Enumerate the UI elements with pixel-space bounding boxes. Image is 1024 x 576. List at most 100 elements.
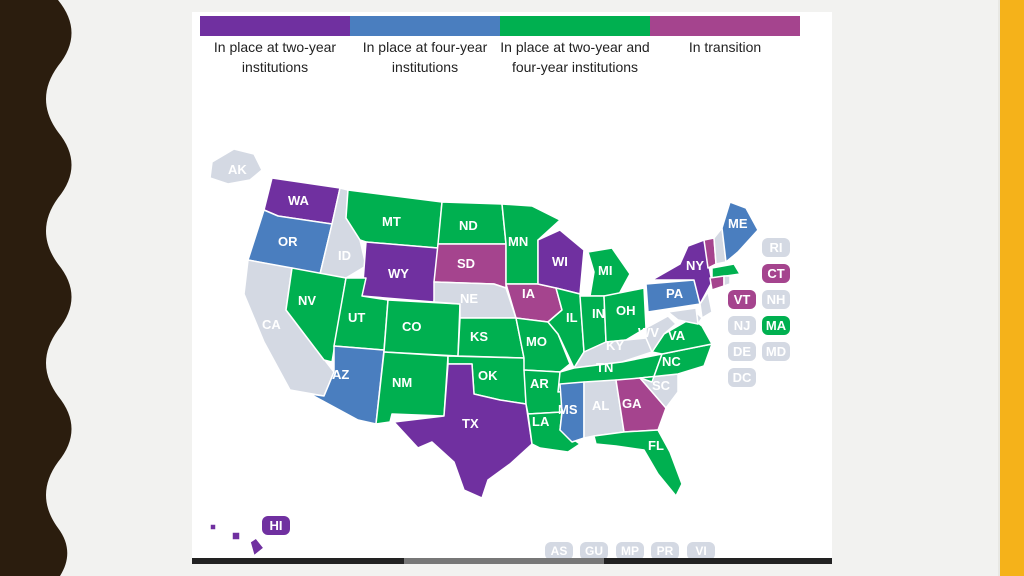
chip-md[interactable]	[762, 342, 790, 361]
chip-hi-label: HI	[270, 518, 283, 533]
chip-de[interactable]	[728, 342, 756, 361]
accent-bar	[1000, 0, 1024, 576]
state-hi[interactable]	[209, 523, 265, 557]
chip-pr-label: PR	[657, 544, 674, 558]
chip-ct[interactable]	[762, 264, 790, 283]
legend-label-transition: In transition	[688, 39, 762, 55]
chip-ct-label: CT	[767, 266, 784, 281]
state-oh[interactable]	[603, 287, 647, 343]
label-wy: WY	[388, 266, 409, 281]
chip-ri-label: RI	[770, 240, 783, 255]
chip-vt[interactable]	[728, 290, 756, 309]
label-ga: GA	[622, 396, 642, 411]
state-ri-shape[interactable]	[723, 275, 731, 287]
chip-vi-label: VI	[695, 544, 706, 558]
label-ak: AK	[228, 162, 247, 177]
state-tx[interactable]	[393, 363, 533, 499]
label-sc: SC	[652, 378, 671, 393]
state-me[interactable]	[721, 201, 759, 263]
chip-pr[interactable]	[651, 542, 679, 560]
label-nm: NM	[392, 375, 412, 390]
chip-vt-label: VT	[734, 292, 751, 307]
chip-hi[interactable]	[262, 516, 290, 535]
chip-ri[interactable]	[762, 238, 790, 257]
chip-de-label: DE	[733, 344, 751, 359]
legend-label-four-year: In place at four-year institutions	[362, 39, 488, 75]
state-co[interactable]	[383, 299, 461, 357]
state-ks[interactable]	[457, 317, 525, 359]
label-az: AZ	[332, 367, 349, 382]
chip-ma[interactable]	[762, 316, 790, 335]
label-ny: NY	[686, 258, 704, 273]
legend-label-both: In place at two-year and four-year insti…	[500, 39, 650, 75]
label-ms: MS	[558, 402, 578, 417]
label-ut: UT	[348, 310, 365, 325]
legend-swatch-four-year	[350, 16, 500, 36]
chip-ma-label: MA	[766, 318, 787, 333]
chip-md-label: MD	[766, 344, 786, 359]
label-ar: AR	[530, 376, 549, 391]
state-ma-shape[interactable]	[711, 263, 741, 279]
label-va: VA	[668, 328, 686, 343]
map-panel: In place at two-year institutions In pla…	[192, 12, 832, 564]
chip-nh[interactable]	[762, 290, 790, 309]
label-nv: NV	[298, 293, 316, 308]
chip-vi[interactable]	[687, 542, 715, 560]
us-state-map: AK WA OR CA ID NV AZ UT MT WY CO NM ND S…	[209, 148, 790, 560]
label-wi: WI	[552, 254, 568, 269]
chip-gu-label: GU	[585, 544, 603, 558]
legend-swatch-transition	[650, 16, 800, 36]
label-nc: NC	[662, 354, 681, 369]
label-in: IN	[592, 306, 605, 321]
label-ne: NE	[460, 291, 478, 306]
divider-line	[998, 0, 1000, 576]
label-mt: MT	[382, 214, 401, 229]
chip-as[interactable]	[545, 542, 573, 560]
label-mn: MN	[508, 234, 528, 249]
label-tx: TX	[462, 416, 479, 431]
state-nv[interactable]	[285, 267, 347, 363]
label-wv: WV	[638, 325, 659, 340]
label-ca: CA	[262, 317, 281, 332]
label-oh: OH	[616, 303, 636, 318]
label-nd: ND	[459, 218, 478, 233]
label-id: ID	[338, 248, 351, 263]
state-wv[interactable]	[645, 315, 677, 353]
label-or: OR	[278, 234, 298, 249]
label-ia: IA	[522, 286, 536, 301]
chip-mp[interactable]	[616, 542, 644, 560]
state-fl[interactable]	[593, 429, 683, 497]
label-ok: OK	[478, 368, 498, 383]
label-pa: PA	[666, 286, 684, 301]
state-labels: AK WA OR CA ID NV AZ UT MT WY CO NM ND S…	[228, 162, 748, 453]
label-al: AL	[592, 398, 609, 413]
label-tn: TN	[596, 360, 613, 375]
chip-mp-label: MP	[621, 544, 639, 558]
label-sd: SD	[457, 256, 475, 271]
state-ga[interactable]	[615, 377, 667, 433]
state-nj-shape[interactable]	[699, 291, 713, 319]
label-ks: KS	[470, 329, 488, 344]
legend-swatch-both	[500, 16, 650, 36]
legend-swatch-two-year	[200, 16, 350, 36]
label-la: LA	[532, 414, 550, 429]
chip-dc-label: DC	[733, 370, 752, 385]
bottom-scrollbar-thumb[interactable]	[404, 558, 604, 564]
chip-nj[interactable]	[728, 316, 756, 335]
label-fl: FL	[648, 438, 664, 453]
chip-nj-label: NJ	[734, 318, 751, 333]
chip-dc[interactable]	[728, 368, 756, 387]
chip-gu[interactable]	[580, 542, 608, 560]
legend-label-two-year: In place at two-year institutions	[213, 39, 337, 75]
label-mi: MI	[598, 263, 612, 278]
chip-as-label: AS	[551, 544, 568, 558]
label-me: ME	[728, 216, 748, 231]
state-ak[interactable]	[209, 148, 263, 185]
label-ky: KY	[606, 338, 624, 353]
state-md-shape[interactable]	[667, 307, 699, 325]
chip-nh-label: NH	[767, 292, 786, 307]
small-state-chips: RI CT VT NH NJ MA DE MD DC HI AS GU	[262, 238, 790, 560]
state-ct-shape[interactable]	[709, 275, 725, 291]
label-mo: MO	[526, 334, 547, 349]
decorative-wave-band	[0, 0, 72, 576]
